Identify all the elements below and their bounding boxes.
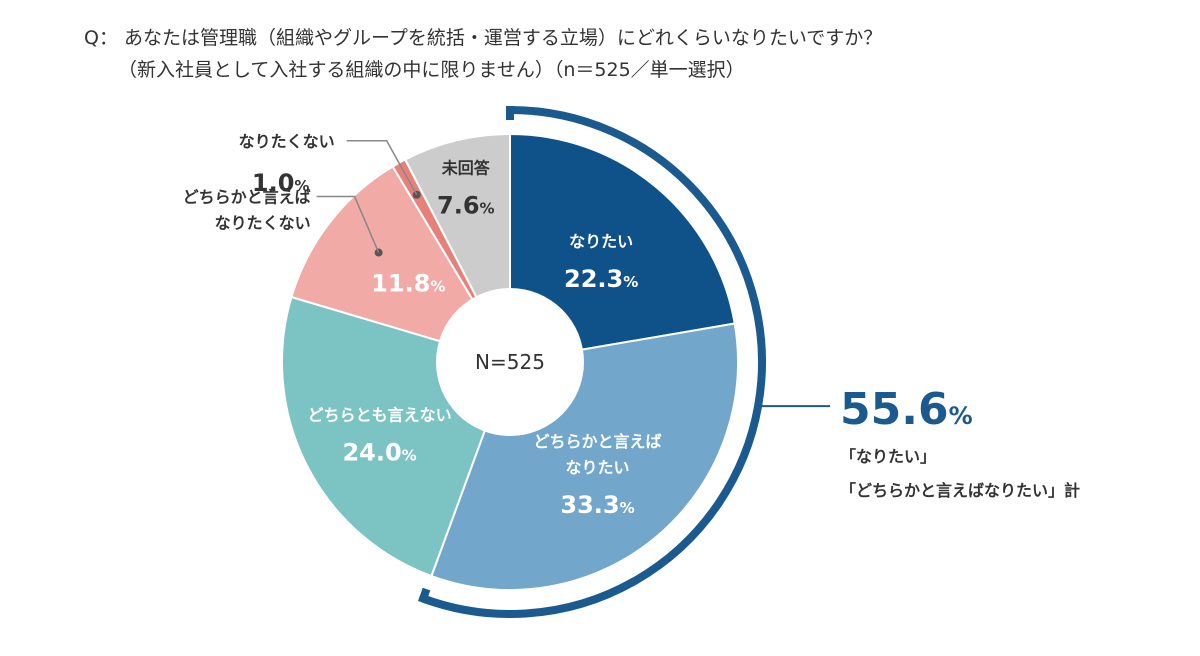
summary-label-line-2: 「どちらかと言えばなりたい」計 — [840, 481, 1080, 500]
summary-bracket-arc — [421, 106, 766, 618]
question-line-1: Q： あなたは管理職（組織やグループを統括・運営する立場）にどれくらいなりたいで… — [84, 27, 883, 49]
pie-slice-naritai — [509, 132, 736, 364]
leader-dot — [374, 248, 383, 257]
slice-name-label: なりたくない — [215, 214, 311, 233]
summary-bracket-end-tick — [418, 587, 431, 604]
center-label: N=525 — [475, 350, 545, 374]
slice-name-label: なりたくない — [239, 132, 335, 151]
slice-name-label: なりたい — [569, 232, 633, 251]
slice-value-label: 11.8% — [371, 269, 445, 297]
slice-name-label: どちらとも言えない — [308, 405, 452, 424]
slice-name-label: 未回答 — [441, 158, 491, 177]
slice-name-label: なりたい — [566, 458, 630, 477]
slice-name-label: どちらかと言えば — [534, 432, 662, 451]
slice-value-label: 22.3% — [564, 265, 638, 293]
leader-line — [346, 140, 418, 196]
question-text: Q： あなたは管理職（組織やグループを統括・運営する立場）にどれくらいなりたいで… — [84, 22, 882, 86]
slice-value-label: 33.3% — [560, 491, 634, 519]
summary-value: 55.6% — [840, 384, 973, 435]
leader-line — [316, 195, 380, 253]
center-hole — [436, 288, 584, 436]
summary-label-line-1: 「なりたい」 — [840, 447, 936, 466]
slice-name-label: どちらかと言えば — [183, 188, 311, 207]
slice-value-label: 7.6% — [437, 191, 495, 219]
slice-value-label: 1.0% — [252, 169, 310, 197]
question-line-2: （新入社員として入社する組織の中に限りません）（n＝525／単一選択） — [118, 59, 745, 81]
slice-value-label: 24.0% — [342, 438, 416, 466]
